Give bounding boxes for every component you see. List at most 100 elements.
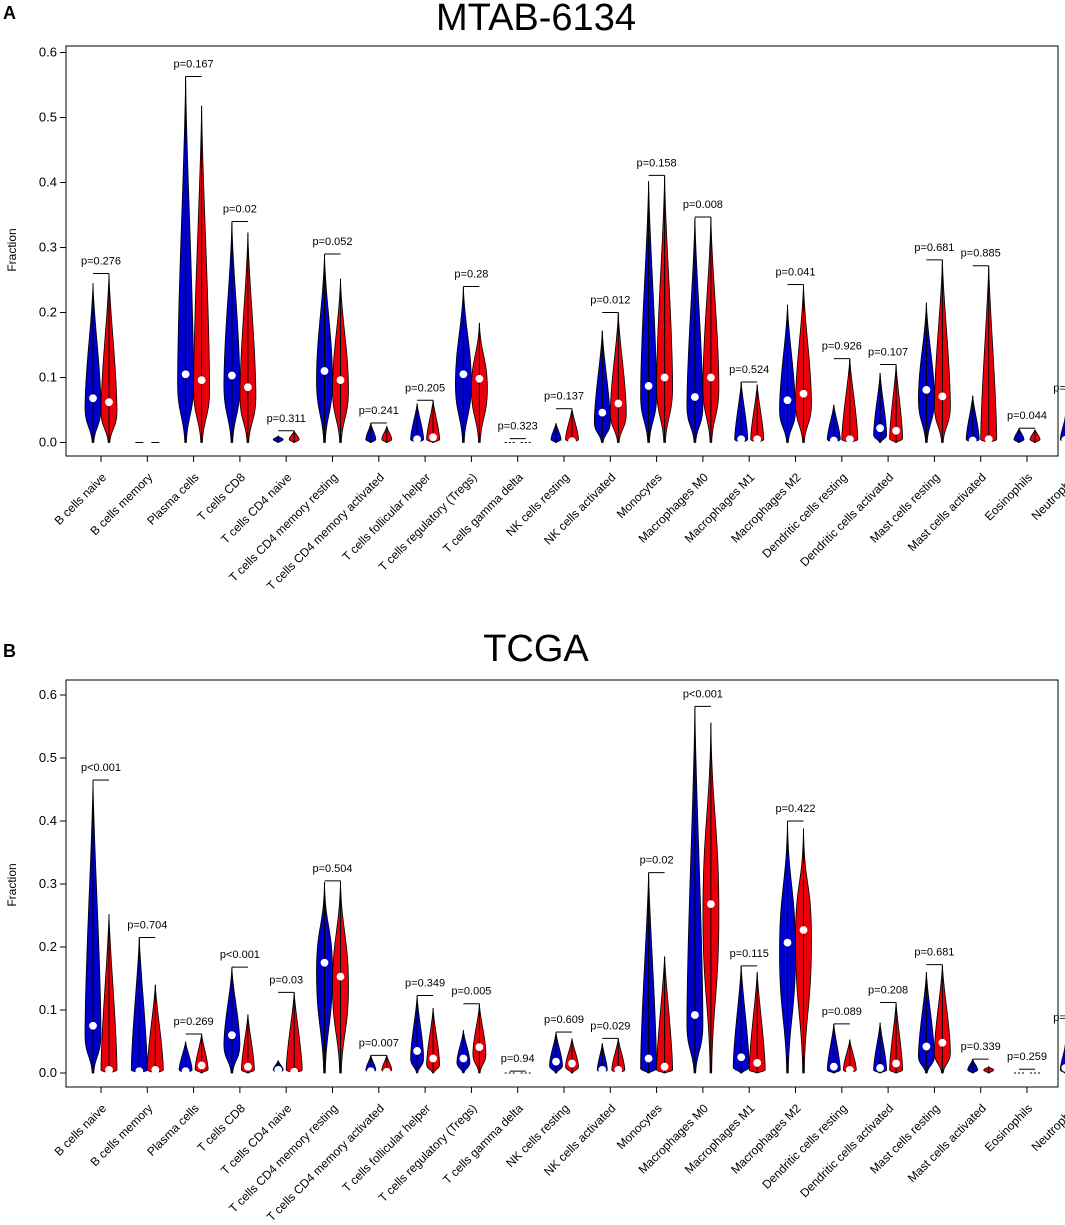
median-dot xyxy=(151,1065,160,1074)
pvalue-label: p=0.681 xyxy=(914,242,954,254)
median-dot xyxy=(89,394,97,403)
pvalue-label: p=0.704 xyxy=(127,920,167,932)
y-tick-label: 0.6 xyxy=(39,45,57,60)
median-dot xyxy=(783,396,792,405)
pvalue-label: p=0.221 xyxy=(1053,382,1065,394)
median-dot xyxy=(290,1067,299,1076)
pvalue-label: p=0.107 xyxy=(868,347,908,359)
median-dot xyxy=(845,435,854,444)
category-label: Dendritic cells resting xyxy=(759,470,850,561)
median-dot xyxy=(660,373,669,382)
category-label: Neutrophils xyxy=(1029,1101,1065,1154)
median-dot xyxy=(737,1053,746,1062)
median-dot xyxy=(568,1059,576,1068)
median-dot xyxy=(845,1065,854,1074)
pvalue-label: p=0.885 xyxy=(961,248,1001,260)
y-tick-label: 0.0 xyxy=(39,1065,57,1080)
pvalue-label: p=0.008 xyxy=(683,199,723,211)
median-dot xyxy=(922,1042,931,1051)
y-tick-label: 0.2 xyxy=(39,305,57,320)
category-label: Mast cells activated xyxy=(905,1101,989,1185)
category-label: Dendritic cells activated xyxy=(797,470,896,569)
pvalue-label: p=0.205 xyxy=(405,382,445,394)
panel-a: A MTAB-6134 Fraction 0.00.10.20.30.40.50… xyxy=(3,0,1065,593)
y-tick-label: 0.1 xyxy=(39,370,57,385)
median-dot xyxy=(598,408,607,417)
violin-pair: Neutrophils p=0.865 xyxy=(1029,1012,1065,1154)
pvalue-label: p=0.089 xyxy=(822,1006,862,1018)
median-dot xyxy=(197,1061,206,1070)
median-dot xyxy=(181,1067,190,1076)
median-dot xyxy=(876,424,884,433)
median-dot xyxy=(644,382,653,390)
pvalue-label: p=0.323 xyxy=(498,421,538,433)
violin-pair: Dendritic cells resting p=0.089 xyxy=(759,1006,861,1192)
median-dot xyxy=(228,1031,236,1040)
median-dot xyxy=(922,385,931,394)
median-dot xyxy=(181,370,190,379)
pvalue-label: p=0.524 xyxy=(729,364,769,376)
panel-a-title: MTAB-6134 xyxy=(436,0,636,39)
median-dot xyxy=(938,1038,947,1047)
pvalue-label: p=0.259 xyxy=(1007,1051,1047,1063)
median-dot xyxy=(876,1064,884,1072)
median-dot xyxy=(614,1065,623,1074)
median-dot xyxy=(552,1057,560,1066)
panel-b: B TCGA Fraction 0.0 0.1 0.2 0.3 0.4 0.5 0.6 B c… xyxy=(3,628,1065,1224)
pvalue-label: p<0.001 xyxy=(683,688,723,700)
category-label: T cells gamma delta xyxy=(440,470,526,556)
pvalue-label: p=0.94 xyxy=(501,1053,535,1065)
median-dot xyxy=(459,370,468,379)
y-tick-label: 0.0 xyxy=(39,435,57,450)
pvalue-label: p=0.158 xyxy=(637,157,677,169)
y-tick-label: 0.5 xyxy=(39,750,57,765)
median-dot xyxy=(475,1043,484,1052)
median-dot xyxy=(707,373,715,382)
median-dot xyxy=(89,1021,97,1030)
panel-a-ylabel: Fraction xyxy=(5,228,19,271)
pvalue-label: p=0.029 xyxy=(590,1020,630,1032)
pvalue-label: p=0.208 xyxy=(868,984,908,996)
y-tick-label: 0.2 xyxy=(39,939,57,954)
median-dot xyxy=(336,972,345,981)
panel-a-plot: 0.0 0.1 0.2 0.3 0.4 0.5 0.6 B cells naivep=0.27… xyxy=(39,45,1065,593)
median-dot xyxy=(799,389,808,398)
panel-a-y-axis: 0.0 0.1 0.2 0.3 0.4 0.5 0.6 xyxy=(39,45,66,450)
pvalue-label: p=0.349 xyxy=(405,978,445,990)
median-dot xyxy=(197,376,206,385)
median-dot xyxy=(413,435,422,444)
pvalue-label: p=0.167 xyxy=(174,59,214,71)
median-dot xyxy=(244,383,252,392)
median-dot xyxy=(691,393,699,401)
median-dot xyxy=(829,1062,838,1071)
median-dot xyxy=(1061,436,1065,444)
category-label: Eosinophils xyxy=(982,1101,1035,1154)
violin-pair: Neutrophils p=0.221 xyxy=(1029,382,1065,523)
y-tick-label: 0.6 xyxy=(39,687,57,702)
median-dot xyxy=(707,900,715,909)
panel-b-title: TCGA xyxy=(483,628,589,670)
violin-pair: T cells follicular helper p=0.349 xyxy=(340,978,446,1195)
pvalue-label: p=0.052 xyxy=(312,236,352,248)
pvalue-label: p=0.504 xyxy=(312,863,352,875)
category-label: T cells gamma delta xyxy=(440,1101,526,1187)
category-label: Dendritic cells activated xyxy=(797,1101,896,1200)
median-dot xyxy=(244,1062,252,1071)
category-label: T cells follicular helper xyxy=(340,1101,434,1195)
median-dot xyxy=(366,1067,375,1076)
category-label: Mast cells activated xyxy=(905,470,989,554)
median-dot xyxy=(660,1062,669,1071)
median-dot xyxy=(228,371,236,380)
median-dot xyxy=(382,1067,391,1076)
category-label: T cells follicular helper xyxy=(340,470,434,564)
pvalue-label: p=0.02 xyxy=(640,855,674,867)
median-dot xyxy=(691,1011,699,1019)
pvalue-label: p=0.03 xyxy=(269,974,303,986)
median-dot xyxy=(783,938,792,947)
pvalue-label: p=0.311 xyxy=(267,413,306,425)
median-dot xyxy=(799,926,808,934)
median-dot xyxy=(938,392,947,401)
